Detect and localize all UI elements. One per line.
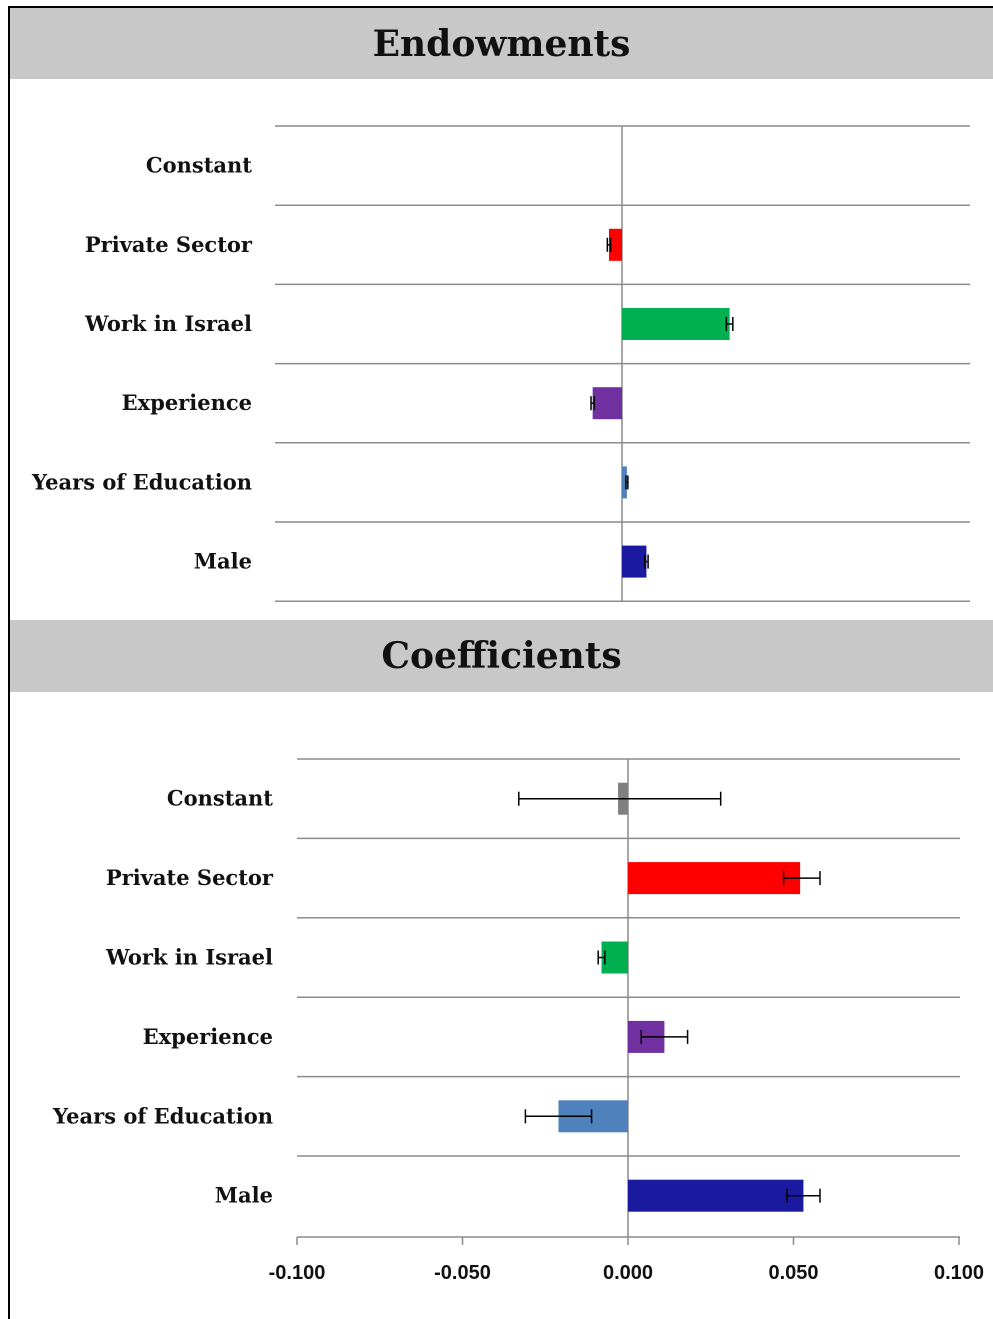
- endow-bar: [622, 308, 730, 340]
- figure-frame: [8, 6, 993, 1319]
- endow-category-label: Work in Israel: [84, 311, 252, 336]
- endowments-title: Endowments: [10, 8, 993, 79]
- endow-category-label: Constant: [146, 153, 252, 178]
- coef-bar: [628, 1179, 804, 1212]
- coef-category-label: Work in Israel: [105, 945, 273, 970]
- coef-bar: [628, 862, 801, 895]
- coef-category-label: Constant: [167, 786, 273, 811]
- endow-category-label: Years of Education: [31, 469, 252, 494]
- endow-bar: [622, 466, 627, 499]
- endow-category-label: Male: [194, 549, 252, 574]
- coefficients-title: Coefficients: [10, 620, 993, 692]
- coef-x-tick-label: 0.000: [603, 1262, 653, 1284]
- endow-bar: [592, 387, 622, 420]
- coef-category-label: Male: [215, 1183, 273, 1208]
- coef-category-label: Private Sector: [106, 865, 274, 890]
- endow-category-label: Private Sector: [85, 232, 253, 257]
- coef-x-tick-label: 0.100: [934, 1262, 984, 1284]
- endow-bar: [622, 545, 647, 578]
- coef-x-tick-label: 0.050: [768, 1262, 818, 1284]
- coef-x-tick-label: -0.100: [269, 1262, 326, 1284]
- coef-x-tick-label: -0.050: [434, 1262, 491, 1284]
- endow-bar: [608, 228, 622, 261]
- coef-bar: [601, 941, 628, 974]
- coef-category-label: Experience: [143, 1024, 273, 1049]
- coef-category-label: Years of Education: [52, 1103, 273, 1128]
- endow-category-label: Experience: [122, 390, 252, 415]
